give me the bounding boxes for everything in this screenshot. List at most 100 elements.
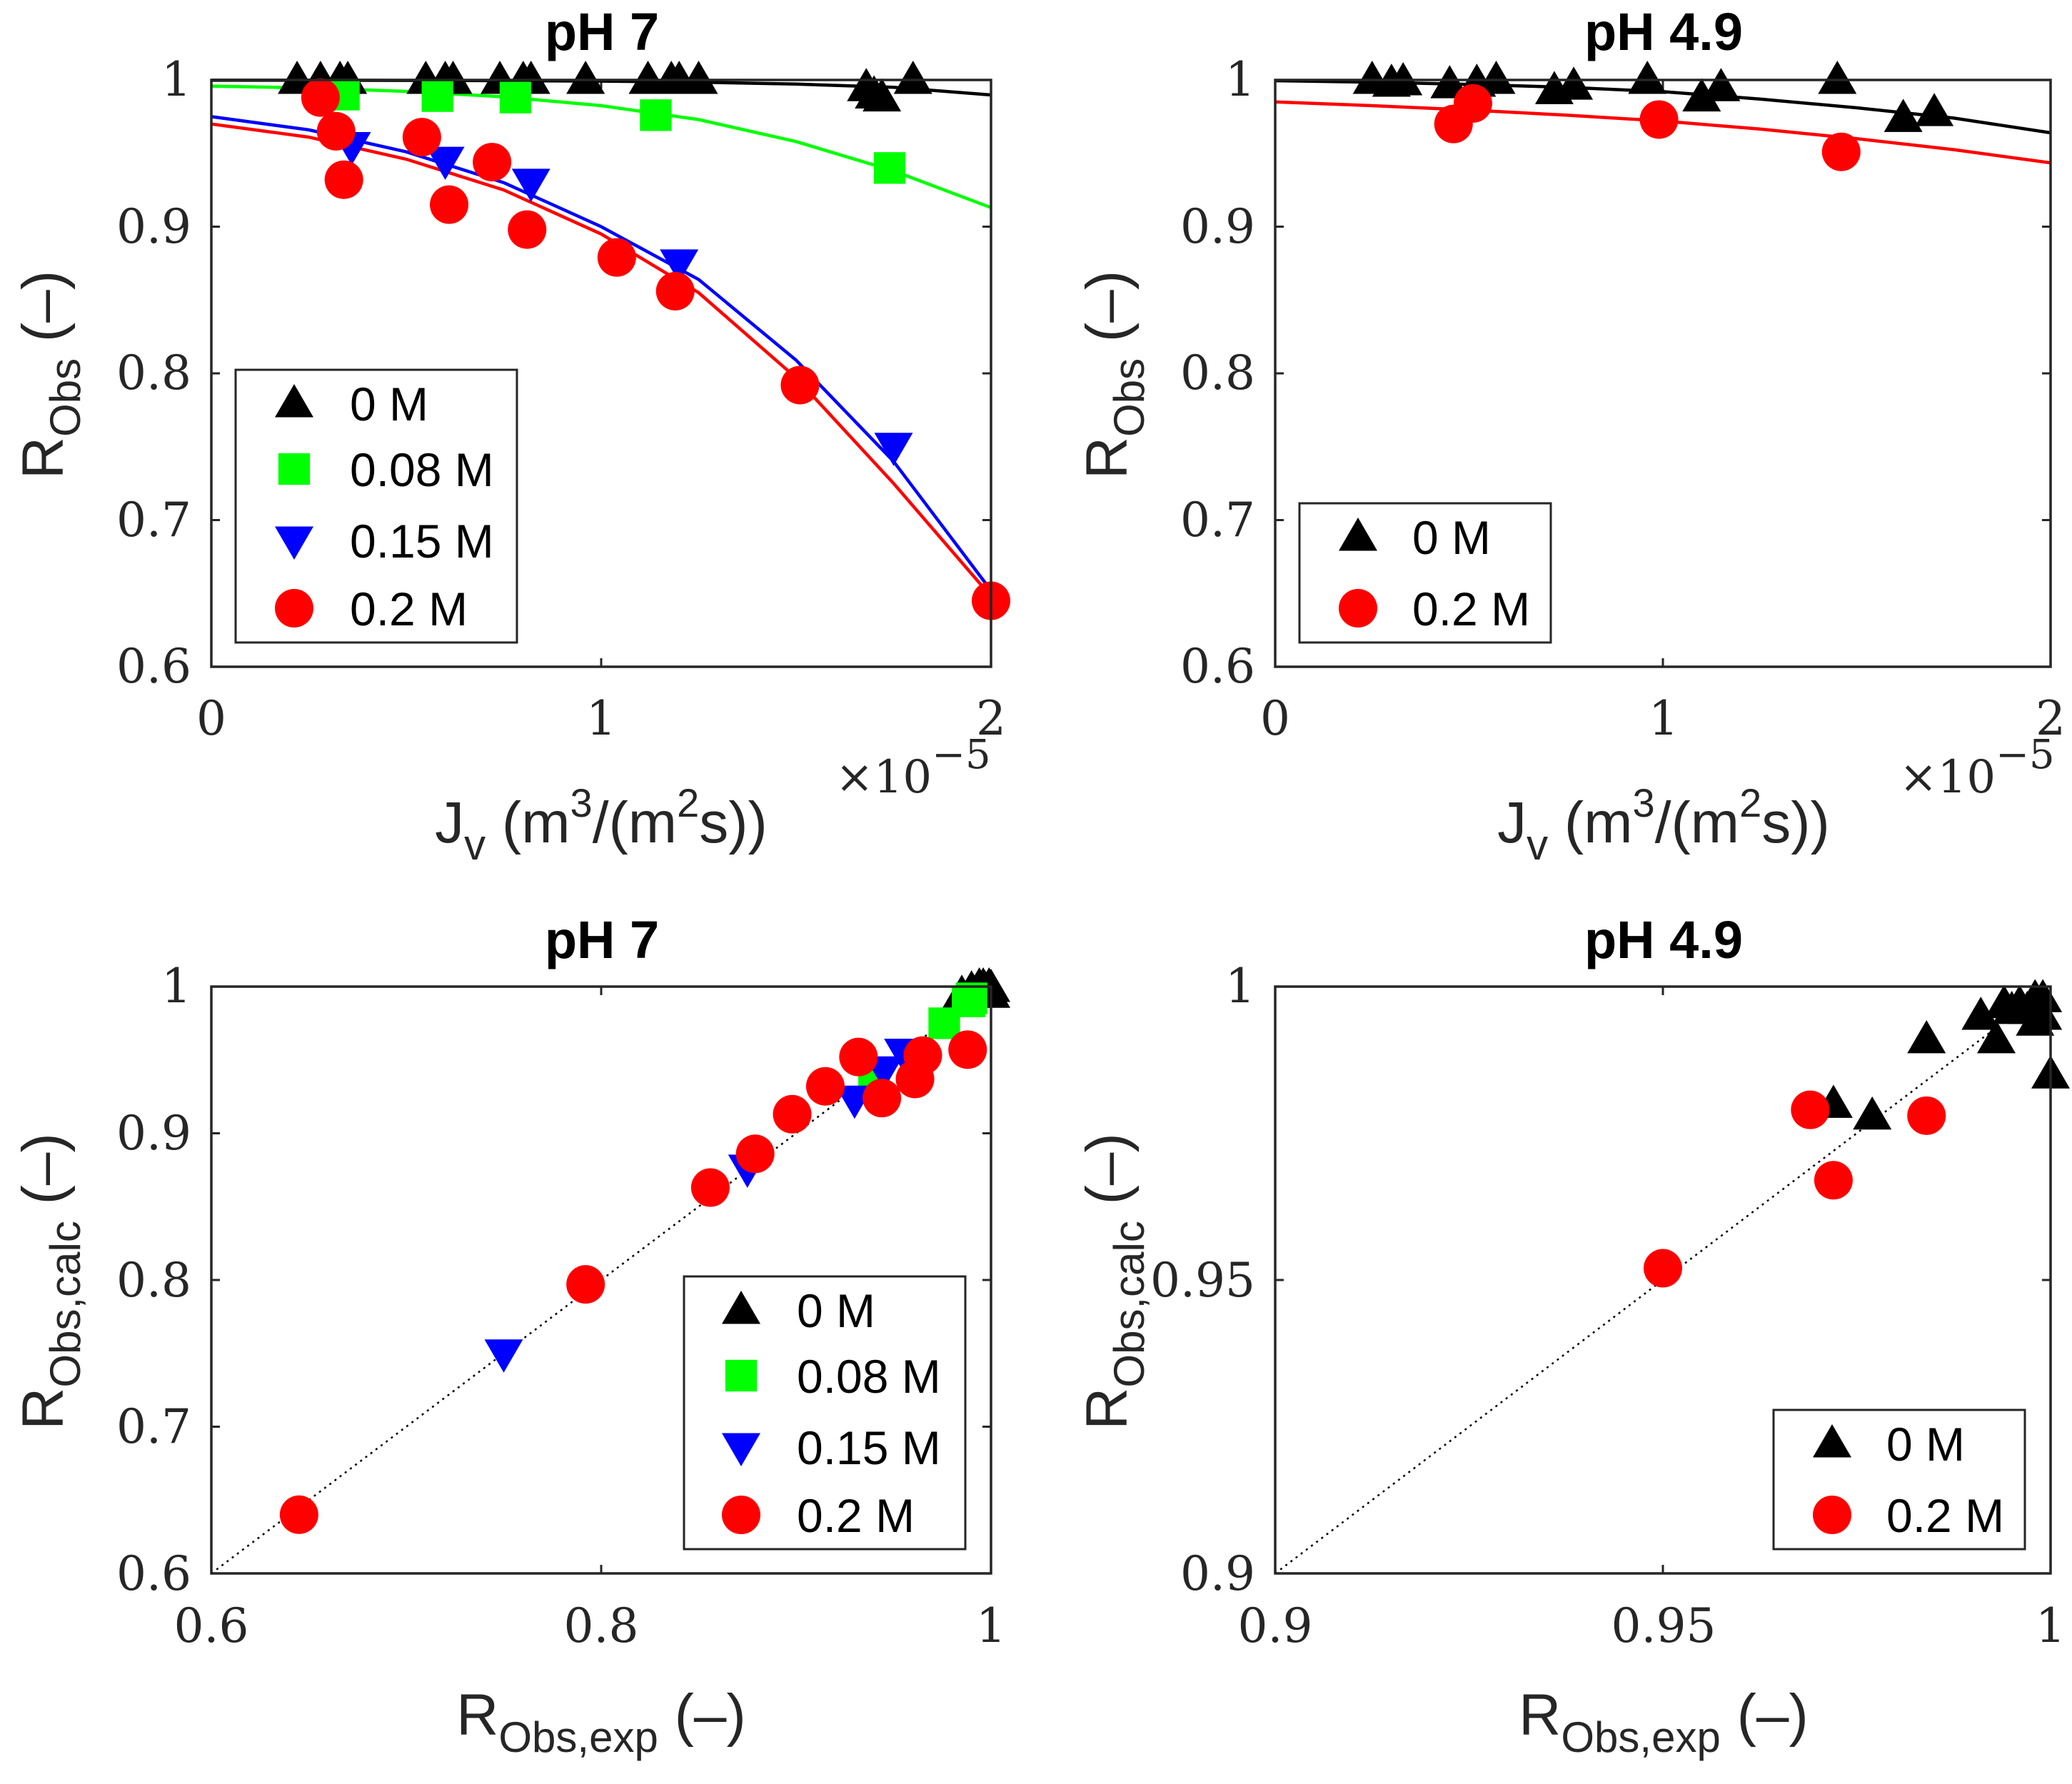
data-point-0-m [1976, 1019, 2016, 1054]
legend-label: 0.2 M [1412, 583, 1530, 635]
data-point-0-m [1818, 61, 1857, 94]
legend-label: 0 M [1412, 511, 1491, 564]
data-point-0-2-m [566, 1265, 605, 1304]
data-point-0-2-m [805, 1067, 845, 1106]
data-point-0-2-m [1639, 100, 1679, 139]
x-axis-label: RObs,exp (–) [456, 1683, 746, 1761]
legend-box [1772, 1408, 2026, 1551]
x-multiplier: ×10−5 [1899, 732, 2055, 804]
legend-symbol-0-2-m [275, 589, 313, 628]
y-tick-label: 0.6 [1180, 639, 1255, 694]
data-point-0-2-m [863, 1079, 902, 1118]
data-point-0-08-m [499, 81, 532, 114]
legend-label: 0.08 M [350, 443, 494, 496]
y-tick-label: 1 [161, 959, 191, 1014]
legend-label: 0.2 M [1886, 1489, 2004, 1542]
data-point-0-2-m [735, 1134, 775, 1174]
data-point-0-08-m [421, 80, 453, 112]
parity-line [211, 986, 992, 1574]
data-point-0-2-m [279, 1495, 318, 1534]
data-point-0-15-m [874, 433, 913, 466]
y-tick-label: 0.6 [116, 1546, 191, 1601]
data-point-0-m [1961, 997, 2001, 1030]
legend-symbol-0-m [275, 384, 313, 418]
y-tick-label: 0.9 [116, 199, 191, 254]
y-axis-label: RObs,calc (–) [11, 1133, 89, 1430]
data-point-0-15-m [484, 1339, 523, 1373]
y-tick-label: 0.8 [116, 1253, 191, 1308]
legend-marker-0m [722, 1291, 760, 1324]
data-point-0-2-m [780, 366, 820, 405]
x-tick-label: 1 [2036, 1598, 2066, 1653]
y-tick-label: 0.6 [116, 639, 191, 694]
panel-ph49-flux: pH 4.9 0.6 0.7 0.8 0.9 1 0 1 2 ×10−5 Jv … [1075, 2, 2066, 869]
data-point-0-m [566, 61, 605, 94]
data-point-0-m [893, 61, 932, 94]
data-point-0-2-m [655, 271, 695, 311]
axes-frame [1274, 79, 2052, 668]
legend-symbol-0-m [1813, 1424, 1851, 1458]
y-axis-label: RObs,calc (–) [1075, 1133, 1153, 1430]
data-point-0-2-m [1644, 1249, 1682, 1288]
x-multiplier: ×10−5 [835, 732, 991, 804]
data-point-0-2-m [839, 1037, 878, 1077]
data-point-0-m [2016, 1002, 2055, 1036]
legend-symbol-0-15-m [275, 526, 313, 560]
data-point-0-m [1682, 78, 1721, 112]
data-point-0-15-m [660, 249, 699, 283]
legend-marker-02m [275, 589, 313, 628]
x-tick-label: 2 [976, 691, 1006, 746]
parity-line [1274, 986, 2051, 1574]
y-axis-label: RObs (–) [11, 271, 89, 479]
panel-ph49-parity: pH 4.9 0.9 0.95 1 0.9 0.95 1 RObs,exp (–… [1075, 910, 2070, 1761]
data-point-0-08-m [640, 99, 672, 131]
legend-symbol-0-2-m [1813, 1496, 1851, 1534]
data-point-0-2-m [301, 78, 340, 117]
data-point-0-m [1915, 93, 1954, 126]
y-tick-label: 0.8 [1180, 346, 1255, 400]
data-point-0-2-m [948, 1030, 987, 1069]
legend-marker-02m [1813, 1496, 1851, 1534]
legend-label: 0 M [1886, 1418, 1965, 1471]
legend: 0 M 0.08 M 0.15 M 0.2 M [683, 1275, 967, 1551]
data-point-0-2-m [773, 1094, 812, 1134]
data-point-0-2-m [1907, 1096, 1946, 1135]
x-tick-label: 0.6 [174, 1598, 249, 1653]
data-point-0-2-m [1821, 132, 1861, 171]
y-tick-label: 0.95 [1150, 1253, 1255, 1308]
data-point-0-2-m [597, 238, 636, 277]
data-point-0-08-m [873, 152, 906, 184]
data-point-0-2-m [690, 1168, 730, 1207]
legend-marker-008m [725, 1359, 758, 1392]
data-point-0-15-m [511, 168, 550, 202]
y-tick-label: 0.8 [116, 346, 191, 400]
legend-symbol-0-15-m [722, 1433, 760, 1466]
legend-marker-0m [275, 384, 313, 418]
data-point-0-m [2023, 979, 2063, 1012]
legend: 0 M 0.2 M [1772, 1408, 2026, 1551]
legend-marker-0m [1339, 518, 1377, 551]
data-point-0-15-m [426, 146, 465, 181]
data-point-0-m [1628, 61, 1667, 94]
legend-marker-015m [722, 1433, 760, 1466]
data-point-0-m [1884, 99, 1923, 132]
axes-frame [1274, 985, 2052, 1575]
legend-label: 0.08 M [797, 1350, 941, 1403]
panel-title: pH 7 [545, 2, 659, 61]
panel-title: pH 4.9 [1584, 2, 1743, 61]
y-axis-label: RObs (–) [1075, 271, 1153, 479]
data-point-0-2-m [1814, 1161, 1853, 1200]
x-tick-label: 0.9 [1238, 1598, 1313, 1653]
axes-frame [210, 985, 992, 1575]
panel-ph7-parity: pH 7 0.6 0.7 0.8 0.9 1 0.6 0.8 1 RObs,ex… [11, 910, 1010, 1761]
data-point-0-m [1853, 1096, 1892, 1130]
y-tick-label: 0.7 [116, 493, 191, 548]
data-point-0-2-m [473, 143, 512, 182]
legend-marker-015m [275, 526, 313, 560]
axes-frame [210, 79, 992, 668]
data-point-0-m [863, 78, 902, 112]
data-point-0-2-m [316, 111, 356, 151]
legend-label: 0 M [797, 1284, 875, 1337]
x-axis-label: Jv (m3/(m2s)) [435, 780, 768, 869]
